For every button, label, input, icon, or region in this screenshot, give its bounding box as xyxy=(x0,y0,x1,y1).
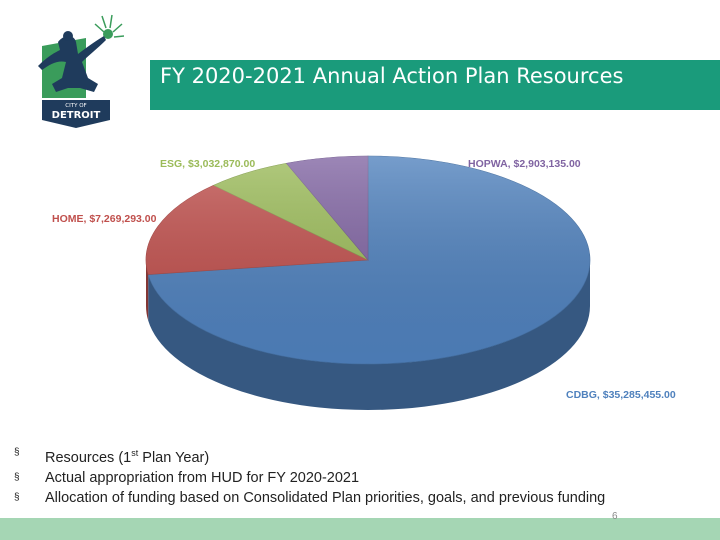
slide-title-bar: FY 2020-2021 Annual Action Plan Resource… xyxy=(150,60,720,110)
footer-bar xyxy=(0,518,720,540)
bullet-superscript: st xyxy=(131,448,139,458)
bullet-text: Allocation of funding based on Consolida… xyxy=(45,489,606,506)
pie-label-esg: ESG, $3,032,870.00 xyxy=(160,158,255,170)
pie-side-home xyxy=(146,260,149,321)
pie-top-highlight xyxy=(146,156,590,364)
page-number: 6 xyxy=(612,511,618,522)
bullet-item: § Resources (1st Plan Year) xyxy=(14,443,704,468)
bullet-marker: § xyxy=(14,447,20,458)
bullet-item: § Actual appropriation from HUD for FY 2… xyxy=(14,468,704,488)
bullet-text: Resources (1 xyxy=(45,449,132,466)
city-of-detroit-logo: CITY OF DETROIT xyxy=(38,14,124,128)
slide-title: FY 2020-2021 Annual Action Plan Resource… xyxy=(160,64,624,88)
logo-city-of-text: CITY OF xyxy=(65,103,86,109)
pie-chart: CDBG, $35,285,455.00 HOME, $7,269,293.00 E… xyxy=(52,155,676,410)
bullet-marker: § xyxy=(14,491,20,503)
pie-side-wall xyxy=(146,260,590,410)
bullet-item: § Allocation of funding based on Consoli… xyxy=(14,488,704,508)
pie-label-hopwa: HOPWA, $2,903,135.00 xyxy=(468,158,581,170)
bullet-marker: § xyxy=(14,471,20,483)
bullet-text-tail: Plan Year) xyxy=(138,449,210,466)
pie-top-slices xyxy=(145,155,591,365)
logo-detroit-text: DETROIT xyxy=(52,110,101,121)
bullet-list: § Resources (1st Plan Year) § Actual app… xyxy=(14,443,704,508)
pie-labels: CDBG, $35,285,455.00 HOME, $7,269,293.00 E… xyxy=(52,158,676,401)
bullet-text: Actual appropriation from HUD for FY 202… xyxy=(45,469,360,486)
pie-label-cdbg: CDBG, $35,285,455.00 xyxy=(566,389,676,401)
pie-label-home: HOME, $7,269,293.00 xyxy=(52,213,157,225)
pie-side-cdbg xyxy=(148,260,590,410)
spirit-of-detroit-logo-icon xyxy=(38,14,124,98)
